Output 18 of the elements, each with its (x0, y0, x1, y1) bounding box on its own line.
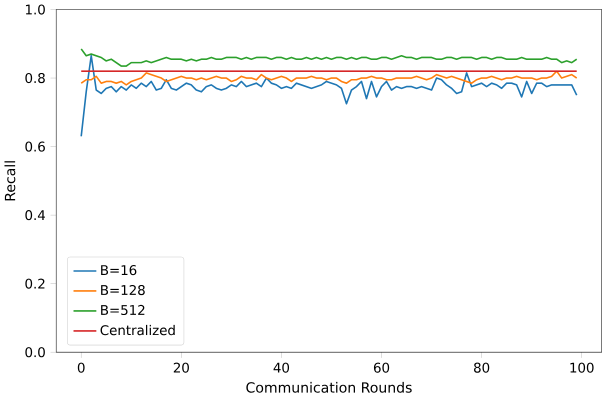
legend-label: B=512 (101, 304, 144, 315)
y-axis-title: Recall (4, 161, 16, 200)
x-tick-label: 100 (570, 362, 594, 373)
y-tick-label: 0.2 (25, 278, 44, 289)
y-tick-label: 0.6 (25, 141, 45, 152)
x-tick-label: 20 (174, 362, 189, 373)
y-tick-label: 0.4 (25, 210, 46, 220)
x-tick-label: 80 (474, 362, 490, 373)
y-tick-label: 1.0 (26, 4, 45, 14)
legend-label: Centralized (100, 324, 175, 336)
x-tick-label: 0 (78, 362, 85, 373)
x-tick-label: 60 (374, 362, 390, 373)
x-tick-label: 40 (274, 362, 290, 373)
y-tick-label: 0.0 (25, 347, 45, 358)
legend-label: B=128 (101, 284, 145, 295)
x-axis-title: Communication Rounds (246, 382, 412, 393)
legend-label: B=16 (101, 264, 136, 276)
y-tick-label: 0.8 (25, 72, 45, 83)
